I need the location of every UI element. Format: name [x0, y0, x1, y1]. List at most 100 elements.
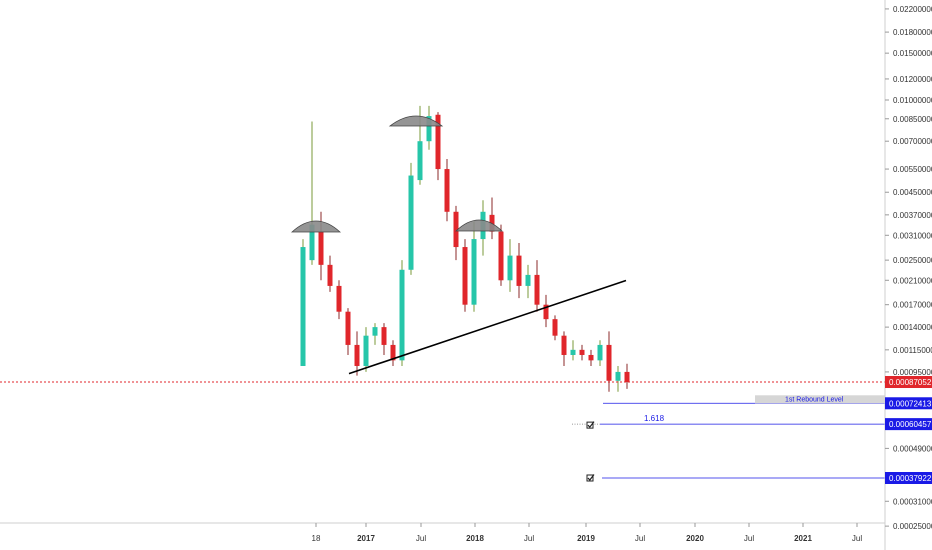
candle: [498, 224, 504, 286]
candle: [624, 363, 630, 389]
candle-body: [615, 371, 621, 381]
price-tag: 0.00072413: [885, 397, 932, 410]
y-tick-label: 0.00550000: [893, 165, 932, 174]
y-tick-label: 0.00025000: [893, 522, 932, 531]
candle-body: [345, 311, 351, 345]
candle: [561, 331, 567, 366]
candle-body: [516, 255, 522, 286]
candle-body: [309, 224, 315, 261]
x-tick-label: 2018: [466, 534, 484, 543]
y-tick-label: 0.00095000: [893, 368, 932, 377]
rebound-label: 1st Rebound Level: [785, 396, 844, 403]
candle-body: [399, 269, 405, 361]
candle-body: [444, 169, 450, 212]
candle: [390, 340, 396, 366]
y-tick-label: 0.01500000: [893, 49, 932, 58]
y-tick-label: 0.00310000: [893, 231, 932, 240]
candle-body: [597, 344, 603, 361]
price-tags: 0.00087052 0.00072413 0.00060457 0.00037922: [885, 376, 932, 484]
candle-body: [570, 349, 576, 355]
candle-body: [408, 175, 414, 270]
y-tick-label: 0.00049000: [893, 444, 932, 453]
candle: [543, 294, 549, 328]
y-tick-label: 0.00115000: [893, 346, 932, 355]
candle-body: [372, 327, 378, 336]
y-tick-label: 0.00140000: [893, 323, 932, 332]
y-tick-label: 0.00450000: [893, 188, 932, 197]
neckline-trendline[interactable]: [348, 279, 627, 375]
candle-body: [327, 264, 333, 286]
candle: [516, 242, 522, 299]
candle: [363, 327, 369, 372]
candle-body: [354, 344, 360, 366]
x-tick-label: Jul: [524, 534, 534, 543]
candle-body: [471, 239, 477, 305]
candle: [489, 197, 495, 240]
candle-body: [435, 114, 441, 170]
x-tick-label: 2020: [686, 534, 704, 543]
candle: [507, 239, 513, 292]
x-axis[interactable]: 18 2017 Jul 2018 Jul 2019 Jul 2020 Jul 2021 Jul: [312, 523, 863, 543]
svg-text:0.00037922: 0.00037922: [889, 474, 932, 483]
left-shoulder-dome[interactable]: [290, 220, 342, 233]
candle: [408, 162, 414, 275]
candle: [336, 280, 342, 320]
fib-label: 1.618: [644, 414, 665, 423]
svg-text:0.00060457: 0.00060457: [889, 420, 932, 429]
candle-body: [507, 255, 513, 281]
candle: [399, 260, 405, 366]
candle: [471, 221, 477, 312]
drawings: [290, 115, 627, 375]
candle: [372, 323, 378, 345]
price-tag: 0.00037922: [885, 472, 932, 484]
candle: [579, 344, 585, 361]
candle: [426, 105, 432, 150]
candle: [354, 331, 360, 376]
candle: [381, 323, 387, 355]
y-tick-label: 0.00250000: [893, 256, 932, 265]
candle-body: [453, 211, 459, 248]
checkbox-icon[interactable]: [586, 421, 595, 429]
svg-text:0.00087052: 0.00087052: [889, 378, 932, 387]
candle: [453, 205, 459, 261]
y-tick-label: 0.00031000: [893, 497, 932, 506]
candle: [309, 121, 315, 265]
candle-body: [390, 344, 396, 361]
candle-body: [588, 354, 594, 361]
x-tick-label: Jul: [852, 534, 862, 543]
candle-body: [579, 349, 585, 355]
x-tick-label: 2021: [794, 534, 812, 543]
x-tick-label: 2017: [357, 534, 375, 543]
candle-body: [543, 304, 549, 320]
candles: [300, 105, 630, 392]
x-tick-label: Jul: [416, 534, 426, 543]
y-axis[interactable]: 0.02200000 0.01800000 0.01500000 0.01200000…: [885, 5, 932, 531]
y-tick-label: 0.01200000: [893, 75, 932, 84]
candle-body: [561, 335, 567, 355]
y-tick-label: 0.00370000: [893, 211, 932, 220]
levels: 1st Rebound Level 1.618: [0, 381, 885, 482]
candle: [444, 159, 450, 222]
candle-body: [381, 327, 387, 345]
head-dome[interactable]: [388, 115, 444, 127]
candle-body: [426, 116, 432, 142]
y-tick-label: 0.00210000: [893, 276, 932, 285]
candle-body: [417, 141, 423, 181]
right-shoulder-dome[interactable]: [455, 219, 503, 232]
price-tag: 0.00060457: [885, 418, 932, 431]
x-tick-label: Jul: [635, 534, 645, 543]
candle: [570, 340, 576, 361]
candle: [615, 365, 621, 392]
x-tick-label: 18: [312, 534, 321, 543]
candle: [606, 331, 612, 392]
price-tag: 0.00087052: [885, 376, 932, 389]
candle: [525, 264, 531, 299]
candle-body: [462, 247, 468, 305]
candle-body: [606, 344, 612, 381]
candle: [534, 260, 540, 312]
candle: [300, 239, 306, 366]
y-tick-label: 0.01800000: [893, 28, 932, 37]
checkbox-icon[interactable]: [586, 474, 595, 482]
candle: [588, 349, 594, 366]
